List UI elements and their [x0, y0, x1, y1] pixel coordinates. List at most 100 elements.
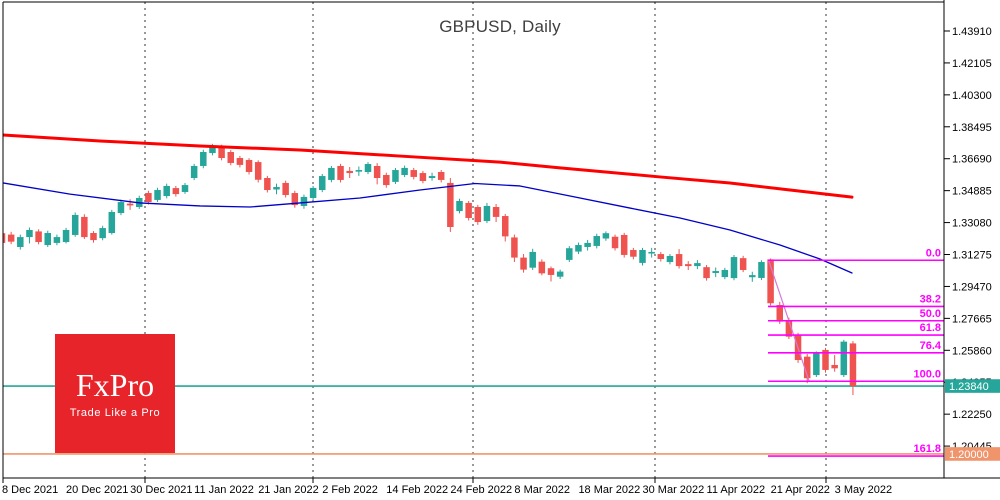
time-tick-label: 8 Dec 2021 [2, 484, 58, 496]
candle-body [602, 233, 610, 239]
price-tick-label: 1.31275 [952, 250, 992, 262]
candle-body [364, 164, 372, 172]
candle-body [346, 170, 353, 174]
fxpro-logo-name: FxPro [75, 366, 155, 403]
candle-body [254, 162, 262, 180]
fib-retracement: 0.0 38.2 50.0 61.8 76.4 100.0 161.8 [768, 247, 944, 457]
candle-body [639, 249, 646, 263]
candle-body [81, 216, 88, 238]
price-tick-label: 1.42105 [952, 58, 992, 70]
month-gridlines [144, 2, 827, 478]
candle-body [99, 228, 106, 239]
candle-body [712, 271, 719, 273]
candle-body [694, 263, 701, 267]
candle-body [437, 171, 445, 180]
candle-body [181, 185, 189, 192]
candle-body [785, 320, 793, 337]
candle-body [675, 254, 683, 267]
candle-body [584, 242, 591, 247]
candle-body [392, 170, 399, 182]
candle-body [26, 230, 33, 238]
candle-body [328, 167, 335, 180]
time-tick-label: 30 Mar 2022 [643, 484, 705, 496]
time-tick-label: 18 Mar 2022 [578, 484, 640, 496]
price-tick-label: 1.40300 [952, 90, 992, 102]
candle-body [739, 258, 747, 270]
candle-body [428, 176, 436, 178]
candle-body [749, 275, 756, 278]
candle-body [465, 202, 472, 218]
candle-body [218, 147, 225, 159]
candle-body [35, 231, 42, 243]
price-tick-label: 1.38495 [952, 122, 992, 134]
fxpro-logo: FxPro Trade Like a Pro [55, 334, 175, 453]
candle-body [236, 158, 244, 165]
candle-body [62, 230, 70, 243]
candle-body [3, 233, 6, 243]
candle-body [337, 165, 344, 180]
candle-body [90, 233, 97, 241]
price-tick-label: 1.27665 [952, 313, 992, 325]
candle-body [456, 200, 463, 212]
candle-body [556, 271, 564, 277]
price-tick-label: 1.36690 [952, 154, 992, 166]
candle-body [492, 207, 500, 217]
candle-body [593, 236, 600, 246]
time-tick-label: 21 Apr 2022 [771, 484, 830, 496]
fib-level-label: 38.2 [920, 293, 941, 305]
candle-body [300, 196, 308, 206]
candle-body [44, 233, 51, 246]
candle-body [547, 268, 555, 275]
candle-body [163, 185, 170, 197]
price-tick-label: 1.33080 [952, 218, 992, 230]
candle-body [7, 234, 15, 242]
candle-body [538, 261, 546, 274]
candle-body [17, 237, 24, 247]
candle-body [703, 267, 710, 279]
candle-body [767, 259, 774, 304]
time-tick-label: 20 Dec 2021 [66, 484, 128, 496]
price-tick-label: 1.43910 [952, 26, 992, 38]
time-tick-label: 21 Jan 2022 [258, 484, 319, 496]
candle-body [611, 236, 619, 249]
candle-body [502, 216, 509, 237]
moving-averages [3, 133, 854, 274]
candle-body [840, 341, 848, 376]
candle-body [630, 249, 637, 257]
candle-body [264, 177, 271, 191]
candle-body [401, 167, 408, 175]
chart-title: GBPUSD, Daily [439, 17, 561, 36]
candle-body [154, 190, 161, 200]
fxpro-logo-tagline: Trade Like a Pro [69, 406, 161, 419]
candle-body [200, 151, 207, 166]
support-level-badge-label: 1.20000 [949, 449, 989, 461]
candle-body [309, 187, 317, 198]
time-tick-label: 11 Jan 2022 [194, 484, 254, 496]
candle-body [227, 151, 234, 163]
candle-body [483, 205, 491, 221]
price-tick-label: 1.25860 [952, 345, 992, 357]
ma-red-line [3, 133, 854, 199]
candle-body [190, 165, 198, 178]
candle-body [71, 214, 79, 235]
candle-body [666, 256, 674, 263]
candle-body [730, 257, 738, 279]
candle-body [273, 187, 280, 190]
candle-body [410, 170, 417, 177]
candle-body [620, 234, 628, 255]
candle-body [511, 237, 518, 258]
candle-body [575, 245, 582, 252]
candle-body [849, 343, 857, 387]
candle-body [108, 211, 116, 234]
price-tick-label: 1.22250 [952, 409, 992, 421]
fib-level-label: 50.0 [920, 308, 941, 320]
candle-body [822, 349, 829, 370]
candle-body [419, 173, 427, 182]
price-tick-label: 1.34885 [952, 186, 992, 198]
candle-body [282, 182, 289, 195]
candle-body [803, 356, 811, 379]
candle-body [53, 237, 61, 243]
time-tick-label: 24 Feb 2022 [450, 484, 512, 496]
candle-body [117, 202, 125, 214]
ma-blue-line [3, 182, 853, 274]
